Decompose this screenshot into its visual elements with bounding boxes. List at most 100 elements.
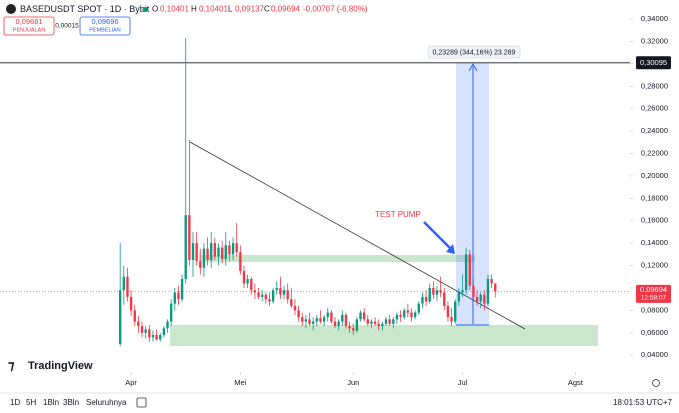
candle-body <box>457 292 461 302</box>
branding: TradingView <box>28 360 93 372</box>
range-5h[interactable]: 5H <box>26 398 36 407</box>
candle-body <box>122 276 125 291</box>
candle-body <box>261 294 264 297</box>
x-tick-label: Apr <box>125 378 137 387</box>
candle-body <box>140 326 144 333</box>
candle-body <box>191 243 195 260</box>
candle-body <box>490 279 493 284</box>
candle-body <box>279 287 282 295</box>
candle-body <box>217 247 220 257</box>
candle-body <box>282 290 286 295</box>
sell-price: 0,09681 <box>15 17 42 26</box>
candle-body <box>355 319 359 331</box>
candle-body <box>166 321 169 329</box>
pump-arrowhead <box>446 244 455 254</box>
sell-button[interactable] <box>3 16 55 36</box>
candle-body <box>275 287 278 291</box>
last-price-label: 0,09694 <box>640 285 667 294</box>
candle-body <box>144 329 147 333</box>
h-label: H <box>191 5 197 14</box>
y-tick-label: 0,28000 <box>641 81 668 90</box>
candle-body <box>370 321 373 324</box>
measure-arrowhead <box>468 62 478 72</box>
candle-body <box>319 318 322 322</box>
candle-body <box>315 318 319 322</box>
candle-body <box>210 243 213 260</box>
candle-body <box>348 326 351 329</box>
candle-body <box>417 303 420 313</box>
range-3bln[interactable]: 3Bln <box>63 398 79 407</box>
candle-body <box>118 290 122 344</box>
candle-body <box>148 329 151 338</box>
candle-body <box>290 299 293 306</box>
candle-body <box>486 279 490 304</box>
candle-body <box>169 303 173 322</box>
candle-body <box>439 290 442 293</box>
measure-label-box <box>427 45 521 59</box>
candle-body <box>126 276 129 297</box>
candle-body <box>220 247 224 259</box>
date-picker[interactable] <box>136 397 147 408</box>
candle-body <box>224 245 227 259</box>
price-line-tag <box>636 56 671 70</box>
candle-body <box>242 271 246 284</box>
c-label: C <box>264 5 270 14</box>
o-label: O <box>152 5 158 14</box>
candle-body <box>479 294 482 302</box>
y-tick-label: 0,08000 <box>641 305 668 314</box>
candle-body <box>257 292 260 297</box>
candle-body <box>366 319 369 324</box>
candle-body <box>443 292 446 306</box>
y-tick-label: 0,04000 <box>641 350 668 359</box>
candle-body <box>188 215 191 260</box>
candle-body <box>483 294 486 304</box>
y-tick-label: 0,20000 <box>641 171 668 180</box>
range-1bln[interactable]: 1Bln <box>43 398 59 407</box>
candle-body <box>151 335 155 338</box>
x-tick-label: Jul <box>458 378 468 387</box>
candle-body <box>362 312 366 320</box>
y-tick-label: 0,34000 <box>641 14 668 23</box>
candle-body <box>250 279 253 291</box>
candle-body <box>308 319 311 324</box>
pump-arrow <box>423 221 453 251</box>
candle-body <box>195 243 198 262</box>
candle-body <box>286 290 289 300</box>
y-tick-label: 0,18000 <box>641 193 668 202</box>
candle-body <box>381 323 384 327</box>
candle-body <box>330 312 333 322</box>
settings-icon[interactable] <box>652 379 660 387</box>
status-dot <box>142 7 148 12</box>
candle-body <box>326 312 329 318</box>
candle-body <box>359 312 362 320</box>
candle-body <box>464 254 468 291</box>
candle-body <box>424 296 428 302</box>
change: -0,00707 (-6,80%) <box>303 5 368 14</box>
candle-body <box>454 301 457 322</box>
candle-body <box>173 292 176 304</box>
buy-button[interactable] <box>79 16 131 36</box>
clock: 18:01:53 UTC+7 <box>613 398 672 407</box>
candle-body <box>206 248 209 260</box>
sell-label: PENJUALAN <box>13 27 45 33</box>
range-1d[interactable]: 1D <box>10 398 20 407</box>
x-tick-label: Jun <box>347 378 359 387</box>
buy-label: PEMBELIAN <box>89 27 121 33</box>
l-value: 0,09137 <box>235 5 264 14</box>
candle-body <box>155 335 158 340</box>
candle-body <box>475 296 479 302</box>
candle-body <box>235 243 238 253</box>
h-value: 0,10401 <box>199 5 228 14</box>
symbol: BASEDUSDT SPOT · 1D · Bybit <box>20 4 150 14</box>
x-tick-label: Agst <box>568 378 584 387</box>
trend-line <box>189 141 526 330</box>
y-tick-label: 0,14000 <box>641 238 668 247</box>
candle-body <box>435 290 439 295</box>
y-tick-label: 0,12000 <box>641 261 668 270</box>
candle-body <box>472 285 475 297</box>
candle-body <box>129 296 133 311</box>
l-label: L <box>228 5 233 14</box>
y-tick-label: 0,16000 <box>641 216 668 225</box>
range-all[interactable]: Seluruhnya <box>86 398 127 407</box>
